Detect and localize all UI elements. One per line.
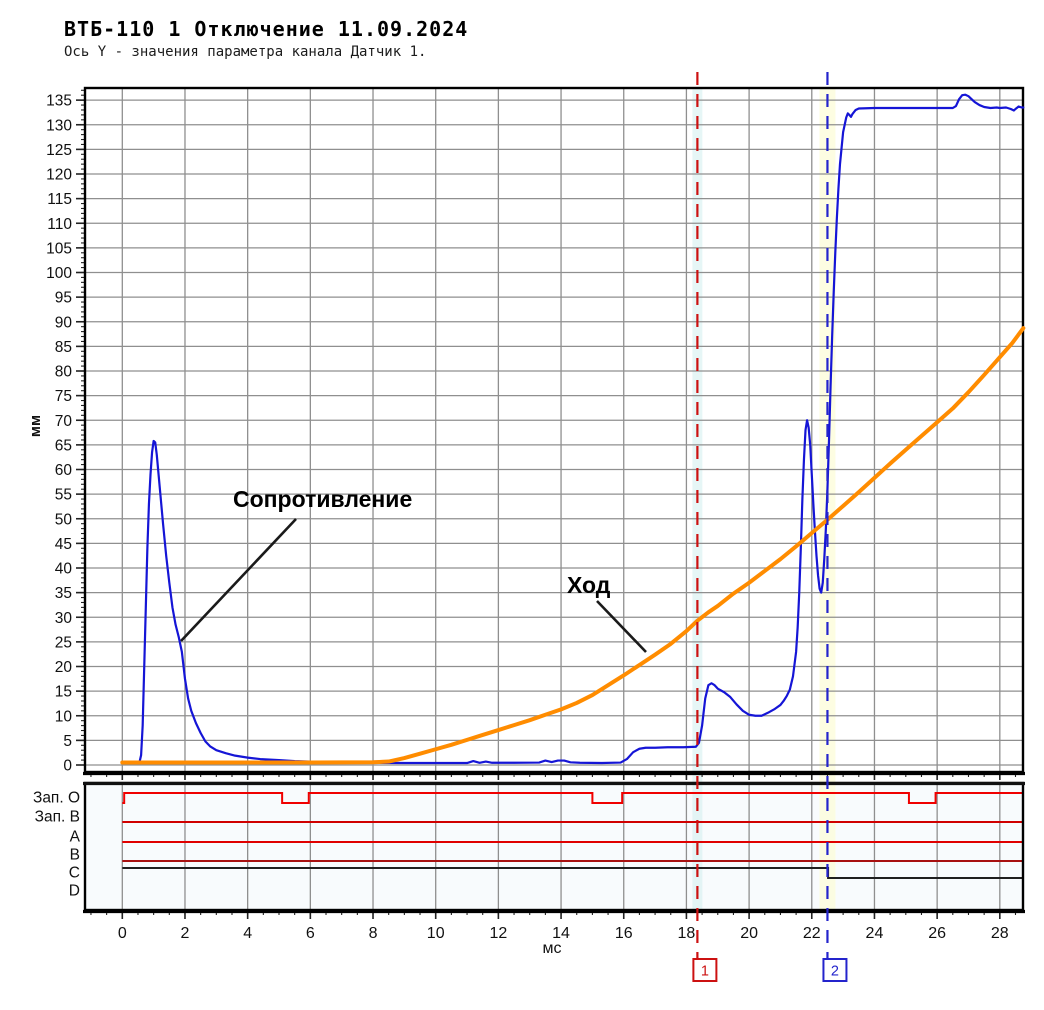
x-tick-label: 6 [306,925,315,942]
y-tick-label: 30 [55,610,73,627]
cursor-flag-label: 2 [831,964,839,980]
annotation-label: Сопротивление [233,486,412,512]
x-tick-label: 22 [803,925,821,942]
y-tick-label: 75 [55,388,72,405]
x-tick-label: 14 [552,925,570,942]
y-tick-label: 60 [55,462,73,479]
x-tick-label: 12 [489,925,507,942]
channel-label: C [69,865,80,882]
x-axis-label: мс [543,940,562,957]
channel-label: B [70,847,80,864]
y-tick-label: 15 [55,684,72,701]
cursor-flag-2[interactable] [822,958,848,982]
series-travel[interactable] [120,326,1026,765]
y-tick-label: 130 [46,117,72,134]
x-tick-label: 28 [991,925,1009,942]
x-tick-label: 26 [928,925,946,942]
cursor-flag-label: 1 [701,964,709,980]
channel-label: Зап. В [35,809,80,826]
main-plot-frame [83,86,1025,774]
annotation-label: Ход [567,572,611,598]
channel-label: D [69,883,80,900]
annotation-leader-line [180,518,297,642]
y-tick-label: 105 [46,240,72,257]
y-tick-label: 0 [63,758,72,775]
x-tick-label: 2 [181,925,190,942]
x-tick-label: 0 [118,925,127,942]
y-tick-label: 45 [55,536,72,553]
y-tick-label: 125 [46,142,72,159]
y-tick-label: 10 [55,708,73,725]
y-tick-label: 20 [55,659,73,676]
y-tick-label: 55 [55,487,72,504]
y-tick-label: 5 [63,733,72,750]
cursor-flag-1[interactable] [692,958,718,982]
x-tick-label: 20 [740,925,758,942]
x-tick-label: 4 [243,925,252,942]
y-tick-label: 50 [55,511,73,528]
y-tick-label: 115 [47,191,72,208]
y-tick-label: 25 [55,634,72,651]
channel-label: A [70,829,81,846]
channel-label: Зап. О [33,790,80,807]
x-tick-label: 24 [866,925,884,942]
y-tick-label: 65 [55,437,72,454]
y-tick-label: 80 [55,364,73,381]
page-title: ВТБ-110 1 Отключение 11.09.2024 [64,17,469,41]
y-tick-label: 35 [55,585,72,602]
y-tick-label: 135 [46,93,72,110]
x-tick-label: 8 [369,925,378,942]
y-tick-label: 95 [55,290,72,307]
digital-panel-bg [85,783,1023,910]
y-tick-label: 85 [55,339,72,356]
digital-trace[interactable] [122,792,1023,804]
x-tick-label: 10 [427,925,445,942]
y-tick-label: 120 [46,167,72,184]
x-tick-label: 16 [615,925,633,942]
annotation-leader-line [596,600,647,653]
page-subtitle: Ось Y - значения параметра канала Датчик… [64,44,427,60]
y-tick-label: 40 [55,561,73,578]
x-tick-label: 18 [678,925,696,942]
y-axis-label: мм [27,415,44,437]
series-resistance[interactable] [121,93,1025,765]
y-tick-label: 70 [55,413,73,430]
y-tick-label: 90 [55,314,73,331]
y-tick-label: 110 [47,216,72,233]
y-tick-label: 100 [46,265,72,282]
